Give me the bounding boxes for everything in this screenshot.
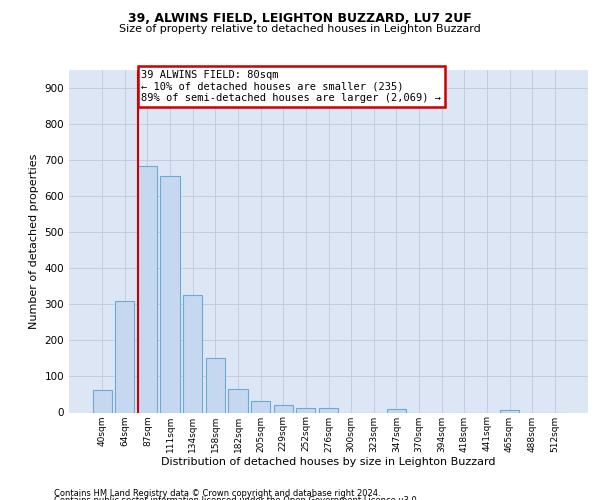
Bar (319, 408, 338, 412)
Bar (251, 400, 270, 412)
Bar (229, 389, 248, 412)
Bar (274, 406, 293, 412)
Bar (183, 294, 202, 412)
Bar (138, 166, 157, 412)
Y-axis label: Number of detached properties: Number of detached properties (29, 154, 39, 329)
Bar (500, 410, 519, 412)
Text: 39 ALWINS FIELD: 80sqm
← 10% of detached houses are smaller (235)
89% of semi-de: 39 ALWINS FIELD: 80sqm ← 10% of detached… (141, 70, 441, 103)
Text: Contains public sector information licensed under the Open Government Licence v3: Contains public sector information licen… (54, 496, 419, 500)
Text: 39, ALWINS FIELD, LEIGHTON BUZZARD, LU7 2UF: 39, ALWINS FIELD, LEIGHTON BUZZARD, LU7 … (128, 12, 472, 26)
Bar (206, 358, 225, 412)
Bar (92, 390, 112, 412)
Bar (160, 176, 180, 412)
Bar (387, 409, 406, 412)
Bar (115, 300, 134, 412)
X-axis label: Distribution of detached houses by size in Leighton Buzzard: Distribution of detached houses by size … (161, 457, 496, 467)
Text: Size of property relative to detached houses in Leighton Buzzard: Size of property relative to detached ho… (119, 24, 481, 34)
Bar (296, 408, 316, 412)
Text: Contains HM Land Registry data © Crown copyright and database right 2024.: Contains HM Land Registry data © Crown c… (54, 488, 380, 498)
